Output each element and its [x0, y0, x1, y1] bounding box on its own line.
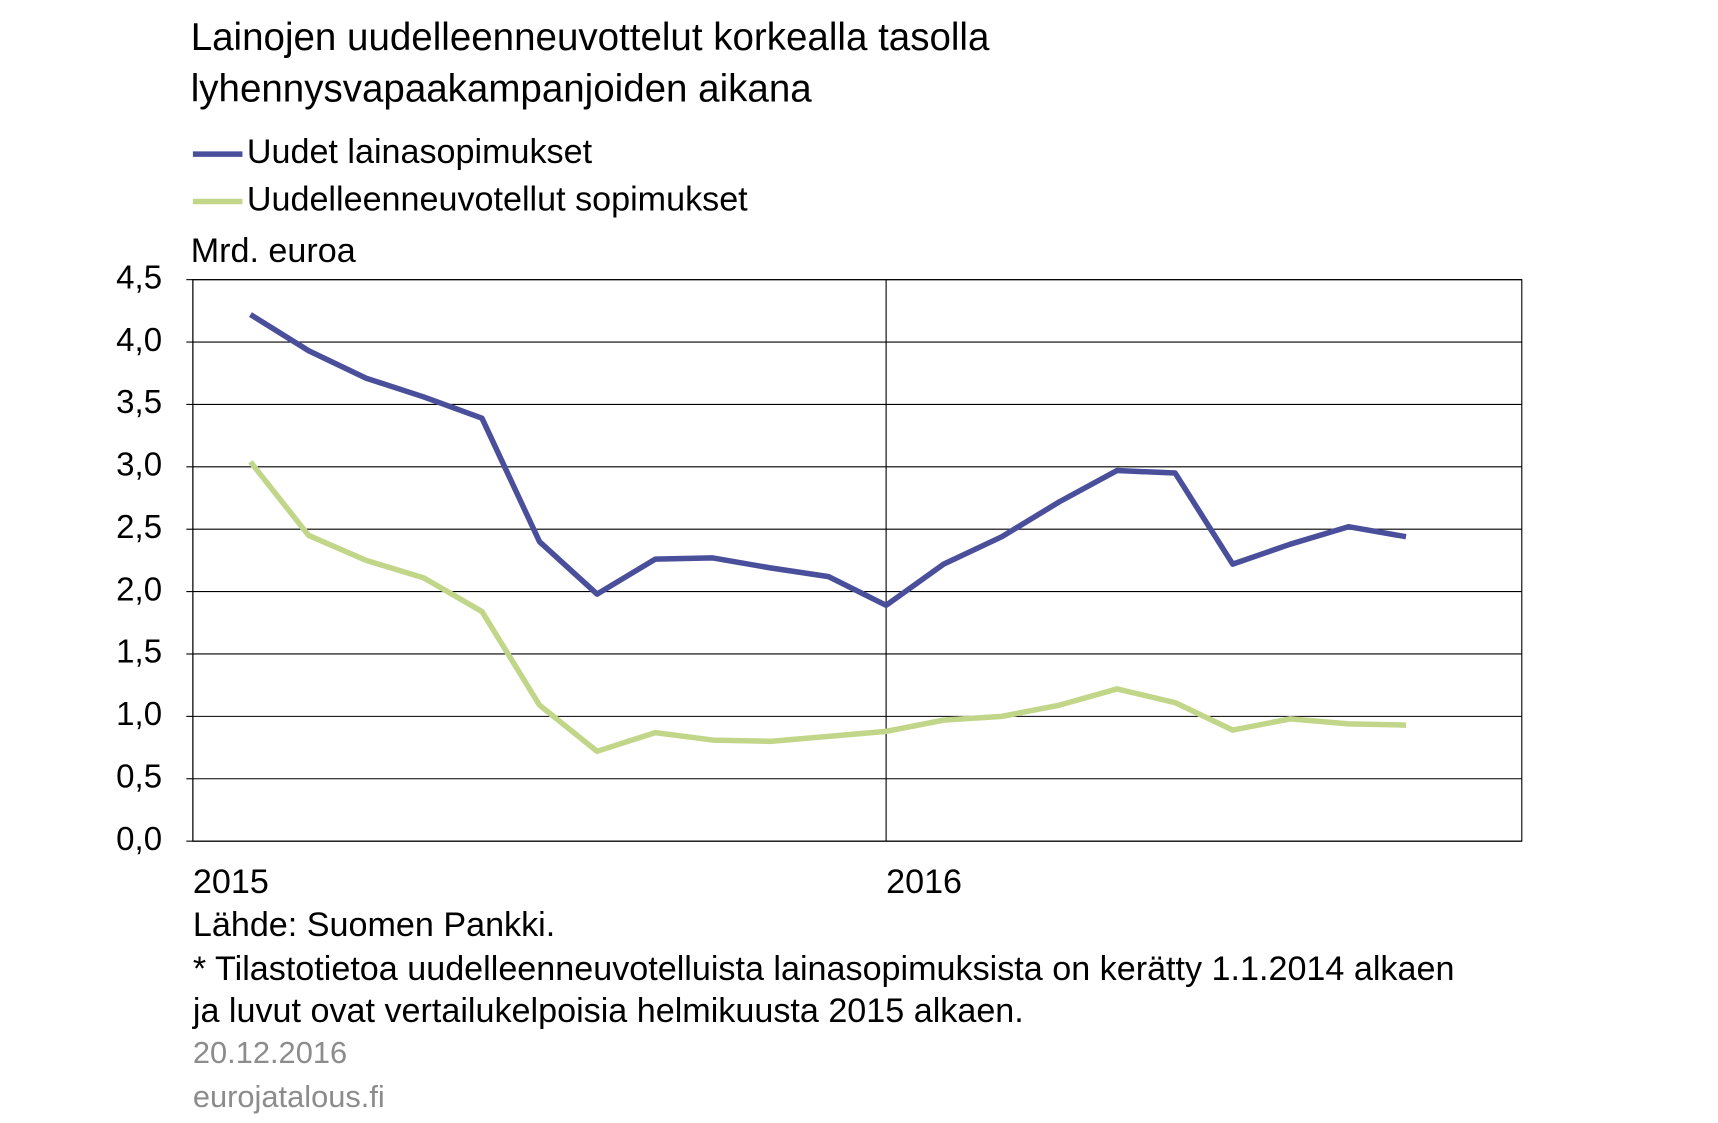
chart-title: Lainojen uudelleenneuvottelut korkealla …	[191, 16, 990, 59]
note: ja luvut ovat vertailukelpoisia helmikuu…	[192, 992, 1024, 1030]
y-tick-label: 1,0	[116, 695, 162, 732]
date: 20.12.2016	[193, 1035, 347, 1070]
source: Lähde: Suomen Pankki.	[193, 906, 555, 944]
y-tick-label: 2,0	[116, 570, 162, 607]
x-tick-label: 2015	[193, 863, 269, 901]
y-axis-label: Mrd. euroa	[191, 232, 356, 270]
y-tick-label: 4,5	[116, 258, 162, 295]
y-tick-label: 0,0	[116, 820, 162, 857]
y-tick-label: 1,5	[116, 633, 162, 670]
y-tick-label: 3,5	[116, 383, 162, 420]
note: * Tilastotietoa uudelleenneuvotelluista …	[193, 950, 1455, 988]
y-tick-label: 3,0	[116, 446, 162, 483]
legend-label: Uudelleenneuvotellut sopimukset	[247, 180, 748, 218]
y-tick-label: 4,0	[116, 321, 162, 358]
legend-label: Uudet lainasopimukset	[247, 133, 593, 171]
line-series	[248, 460, 1407, 755]
plot-frame	[192, 279, 1523, 842]
y-tick-label: 2,5	[116, 508, 162, 545]
site: eurojatalous.fi	[193, 1079, 385, 1114]
x-tick-label: 2016	[886, 863, 962, 901]
line-series	[248, 312, 1407, 609]
chart-title: lyhennysvapaakampanjoiden aikana	[191, 68, 813, 111]
y-tick-label: 0,5	[116, 757, 162, 794]
